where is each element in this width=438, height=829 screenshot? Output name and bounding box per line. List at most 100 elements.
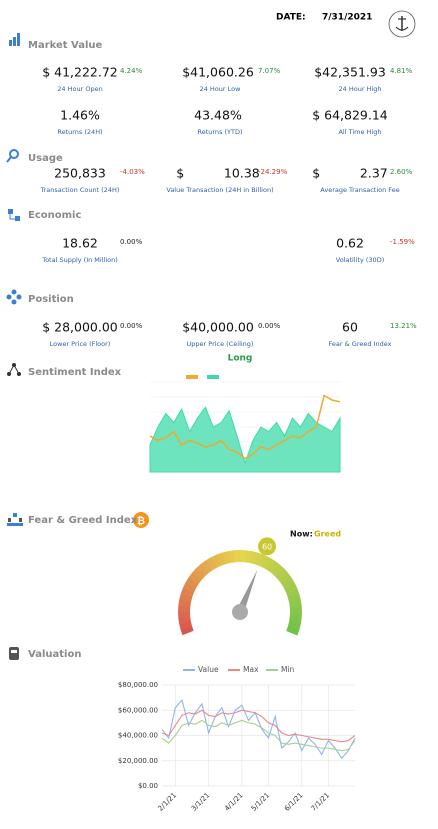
gauge-band: [254, 552, 264, 566]
section-title: Market Value: [28, 40, 103, 51]
gauge-hub: [232, 604, 248, 620]
metric-label: Returns (24H): [57, 128, 102, 136]
metric-value: 43.48%: [194, 108, 242, 123]
section-title: Usage: [28, 153, 63, 164]
metric-label: All Time High: [338, 128, 381, 136]
gauge-band: [259, 554, 270, 568]
metric-value: $40,000.00: [182, 320, 254, 335]
icon: [9, 647, 19, 660]
sentiment-legend: [186, 375, 219, 379]
section-title: Fear & Greed Index: [28, 515, 138, 526]
metric-label: 24 Hour High: [339, 85, 382, 93]
metric-value: 0.62: [336, 236, 364, 251]
icon: [6, 289, 22, 305]
x-tick-label: 7/1/21: [310, 791, 332, 813]
now-label: Now:: [290, 530, 313, 539]
metric-value: $ 41,222.72: [42, 65, 118, 80]
metric-change: -4.03%: [120, 168, 145, 176]
gauge-band: [278, 572, 292, 585]
x-tick-label: 4/1/21: [223, 791, 245, 813]
metric-change: 0.00%: [258, 322, 281, 330]
gauge-band: [180, 587, 195, 598]
gauge-band: [288, 599, 302, 608]
gauge-band: [196, 563, 209, 577]
icon: [9, 33, 20, 46]
metric-change: 0.00%: [120, 238, 143, 246]
metric-label: Lower Price (Floor): [50, 340, 111, 348]
metric-value: $42,351.93: [314, 65, 386, 80]
gauge-value: 60: [262, 542, 272, 551]
gauge-band: [179, 593, 193, 602]
gauge-band: [287, 593, 301, 603]
metric-value: $41,060.26: [182, 65, 254, 80]
gauge-band: [281, 577, 295, 589]
metric-change: 2.60%: [390, 168, 413, 176]
metric-change: -24.29%: [258, 168, 288, 176]
gauge-band: [233, 550, 241, 563]
metric-label: 24 Hour Open: [57, 85, 102, 93]
gauge-band: [249, 551, 259, 565]
gauge-band: [267, 560, 280, 574]
y-tick-label: $0.00: [138, 782, 158, 790]
metric-value: 18.62: [62, 236, 98, 251]
metric-value: $ 2.37: [312, 166, 388, 181]
icon: [7, 513, 23, 526]
line: [149, 394, 341, 460]
line: [161, 709, 356, 743]
gauge-band: [178, 611, 191, 618]
section-title: Position: [28, 294, 74, 305]
gauge-band: [275, 568, 288, 581]
gauge-band: [185, 577, 199, 589]
legend-label: Max: [243, 665, 259, 674]
icon: [6, 149, 19, 163]
gauge-band: [178, 605, 191, 612]
gauge-band: [179, 621, 193, 630]
y-tick-label: $20,000.00: [118, 757, 158, 765]
metric-value: $ 28,000.00: [42, 320, 118, 335]
gauge-needle: [236, 569, 258, 614]
date: 7/31/2021: [322, 13, 372, 23]
metric-label: Total Supply (In Million): [41, 256, 118, 264]
metric-change: 0.00%: [120, 322, 143, 330]
metric-value: 250,833: [54, 166, 106, 181]
gauge-band: [286, 626, 300, 636]
svg-text:₿: ₿: [137, 515, 145, 527]
gauge-status: Greed: [314, 530, 341, 539]
gauge-band: [283, 582, 298, 593]
metric-change: 4.81%: [390, 67, 413, 75]
gauge-band: [216, 552, 226, 566]
logo: [388, 10, 416, 38]
x-tick-label: 6/1/21: [283, 791, 305, 813]
metric-value: 60: [342, 320, 358, 335]
area: [149, 406, 341, 473]
metric-value: 1.46%: [60, 108, 100, 123]
metric-label: 24 Hour Low: [200, 85, 242, 93]
y-tick-label: $80,000.00: [118, 681, 158, 689]
y-tick-label: $40,000.00: [118, 732, 158, 740]
y-tick-label: $60,000.00: [118, 706, 158, 714]
line: [161, 719, 356, 752]
gauge-band: [222, 551, 231, 565]
bitcoin-icon: ₿: [133, 512, 149, 528]
gauge-band: [289, 611, 302, 618]
metric-label: Returns (YTD): [197, 128, 242, 136]
metric-label: Value Transaction (24H in Billion): [166, 186, 273, 194]
metric-change: 13.21%: [390, 322, 417, 330]
section-title: Valuation: [28, 649, 81, 660]
metric-value: $ 64,829.14: [312, 108, 388, 123]
metric-label: Average Transaction Fee: [320, 186, 399, 194]
gauge-band: [200, 560, 213, 574]
gauge-band: [286, 587, 300, 598]
gauge-band: [289, 605, 302, 612]
x-tick-label: 3/1/21: [190, 791, 212, 813]
gauge-band: [263, 557, 275, 571]
section-title: Economic: [28, 210, 81, 221]
date-label: DATE:: [276, 13, 306, 23]
metric-label: Volatility (30D): [336, 256, 384, 264]
gauge-band: [178, 616, 191, 624]
line: [161, 699, 356, 760]
gauge-band: [188, 572, 202, 585]
x-tick-label: 2/1/21: [157, 791, 179, 813]
gauge-band: [287, 621, 301, 630]
